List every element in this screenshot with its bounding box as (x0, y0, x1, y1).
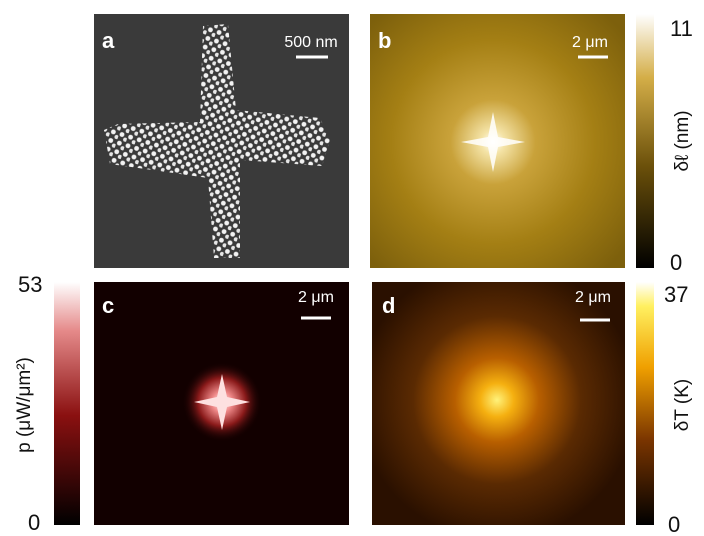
scale-bar-label: 2 μm (298, 289, 334, 306)
colorbar-label: p (μW/μm²) (14, 357, 35, 453)
colorbar-d: 37 0 δT (K) (636, 282, 693, 536)
colorbar-max: 53 (18, 272, 42, 297)
panel-label: d (382, 293, 395, 318)
colorbar-min: 0 (668, 512, 680, 536)
colorbar-min: 0 (670, 250, 682, 275)
scale-bar-label: 500 nm (284, 34, 337, 51)
colorbar-max: 11 (670, 16, 693, 41)
panel-label: b (378, 28, 391, 53)
dot-cross (104, 24, 330, 258)
colorbar-label: δT (K) (672, 379, 693, 431)
colorbar (636, 282, 654, 525)
colorbar-label: δℓ (nm) (672, 110, 693, 171)
scale-bar-label: 2 μm (572, 34, 608, 51)
panel-a: a 500 nm (94, 14, 349, 268)
colorbar (54, 282, 80, 525)
colorbar-c: 53 0 p (μW/μm²) (14, 272, 80, 535)
colorbar-b: 11 0 δℓ (nm) (636, 14, 693, 275)
hotspot (194, 374, 250, 430)
colorbar-max: 37 (664, 282, 688, 307)
panel-b: b 2 μm (370, 14, 625, 268)
colorbar (636, 14, 654, 268)
colorbar-min: 0 (28, 510, 40, 535)
panel-c: c 2 μm (94, 282, 349, 525)
image (372, 282, 625, 525)
panel-label: c (102, 293, 114, 318)
panel-label: a (102, 28, 115, 53)
hotspot (461, 112, 525, 172)
scale-bar-label: 2 μm (575, 289, 611, 306)
panel-d: d 2 μm (372, 282, 625, 525)
